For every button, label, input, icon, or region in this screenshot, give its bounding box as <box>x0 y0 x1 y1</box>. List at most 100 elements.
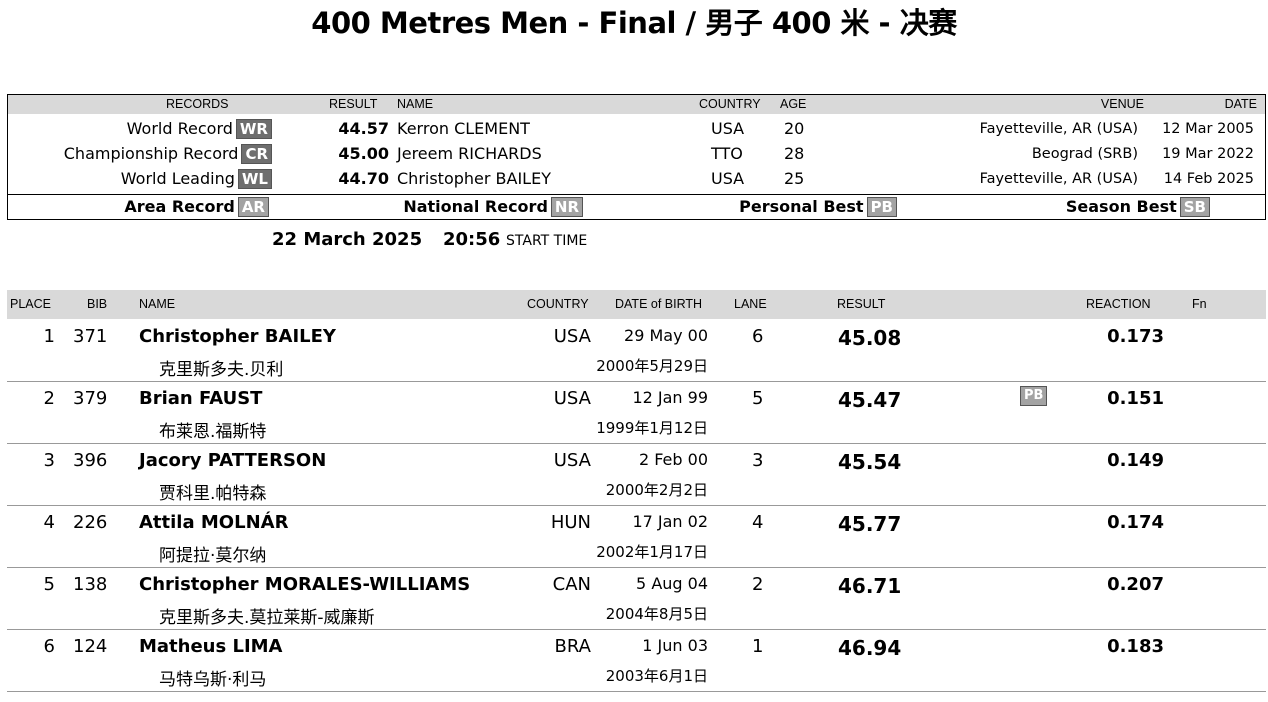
lane: 5 <box>752 388 764 409</box>
record-date: 12 Mar 2005 <box>1162 121 1254 137</box>
athlete-name: Brian FAUST <box>139 388 263 409</box>
header-name: NAME <box>139 297 176 311</box>
badge-nr: NR <box>550 197 583 217</box>
lane: 1 <box>752 636 764 657</box>
event-date: 22 March 2025 <box>272 229 423 250</box>
header-lane: LANE <box>734 297 767 311</box>
athlete-name: Attila MOLNÁR <box>139 512 289 533</box>
date-of-birth: 2 Feb 00 <box>638 450 708 469</box>
bib: 226 <box>73 512 108 533</box>
date-of-birth-cn: 1999年1月12日 <box>596 419 708 437</box>
place: 4 <box>43 512 55 533</box>
record-venue: Fayetteville, AR (USA) <box>979 121 1138 137</box>
date-of-birth-cn: 2003年6月1日 <box>605 667 708 685</box>
record-label-text: World Record <box>126 119 233 138</box>
place: 6 <box>43 636 55 657</box>
records-table: RECORDS RESULT NAME COUNTRY AGE VENUE DA… <box>7 94 1266 220</box>
badge-ar: AR <box>237 197 269 217</box>
bib: 138 <box>73 574 108 595</box>
athlete-name: Matheus LIMA <box>139 636 283 657</box>
date-of-birth-cn: 2002年1月17日 <box>596 543 708 561</box>
date-of-birth-cn: 2004年8月5日 <box>605 605 708 623</box>
result-row: 1 371 Christopher BAILEY 克里斯多夫.贝利 USA 29… <box>7 320 1266 382</box>
record-row: Championship Record CR 45.00 Jereem RICHA… <box>8 142 1265 167</box>
lane: 4 <box>752 512 764 533</box>
record-date: 14 Feb 2025 <box>1163 171 1254 187</box>
athlete-name: Jacory PATTERSON <box>139 450 327 471</box>
date-of-birth-cn: 2000年5月29日 <box>596 357 708 375</box>
reaction: 0.173 <box>1107 326 1164 347</box>
record-label: World Leading WL <box>121 169 272 189</box>
record-label-text: World Leading <box>120 169 235 188</box>
country: HUN <box>550 512 591 533</box>
header-fn: Fn <box>1192 297 1207 311</box>
header-records: RECORDS <box>166 97 229 111</box>
start-time-label: START TIME <box>506 233 588 249</box>
badge-sb: SB <box>1179 197 1210 217</box>
record-badge: WL <box>237 169 272 189</box>
country: USA <box>553 450 591 471</box>
record-country: TTO <box>711 144 743 163</box>
result: 45.08 <box>838 326 902 350</box>
reaction: 0.174 <box>1107 512 1164 533</box>
record-age: 25 <box>784 169 805 188</box>
result: 46.94 <box>838 636 902 660</box>
date-of-birth: 5 Aug 04 <box>636 574 708 593</box>
record-age: 28 <box>784 144 805 163</box>
lane: 6 <box>752 326 764 347</box>
record-venue: Fayetteville, AR (USA) <box>979 171 1138 187</box>
date-of-birth: 29 May 00 <box>624 326 708 345</box>
header-date: DATE <box>1224 97 1257 111</box>
result-row: 4 226 Attila MOLNÁR 阿提拉·莫尔纳 HUN 17 Jan 0… <box>7 506 1266 568</box>
record-country: USA <box>711 119 745 138</box>
result-row: 2 379 Brian FAUST 布莱恩.福斯特 USA 12 Jan 99 … <box>7 382 1266 444</box>
athlete-name-cn: 克里斯多夫.莫拉莱斯-威廉斯 <box>159 608 375 628</box>
record-label-text: Championship Record <box>63 144 239 163</box>
header-result: RESULT <box>837 297 886 311</box>
record-name: Christopher BAILEY <box>397 169 551 188</box>
lane: 3 <box>752 450 764 471</box>
reaction: 0.151 <box>1107 388 1164 409</box>
record-age: 20 <box>784 119 805 138</box>
result: 45.54 <box>838 450 902 474</box>
record-badge: WR <box>235 119 272 139</box>
reaction: 0.183 <box>1107 636 1164 657</box>
legend-national-record: National Record NR <box>403 197 583 217</box>
record-row: World Leading WL 44.70 Christopher BAILEY… <box>8 167 1265 192</box>
place: 3 <box>43 450 55 471</box>
record-label: World Record WR <box>127 119 272 139</box>
record-country: USA <box>711 169 745 188</box>
pb-badge: PB <box>1020 386 1048 406</box>
legend-label: Personal Best <box>739 197 864 216</box>
result: 46.71 <box>838 574 902 598</box>
result-row: 5 138 Christopher MORALES-WILLIAMS 克里斯多夫… <box>7 568 1266 630</box>
legend-season-best: Season Best SB <box>1066 197 1210 217</box>
records-legend: Area Record AR National Record NR Personal… <box>8 194 1265 220</box>
date-of-birth-cn: 2000年2月2日 <box>605 481 708 499</box>
reaction: 0.207 <box>1107 574 1164 595</box>
lane: 2 <box>752 574 764 595</box>
athlete-name-cn: 布莱恩.福斯特 <box>159 422 267 442</box>
header-dob: DATE of BIRTH <box>615 297 703 311</box>
header-bib: BIB <box>87 297 108 311</box>
athlete-name-cn: 马特乌斯·利马 <box>159 670 267 690</box>
results-header: PLACE BIB NAME COUNTRY DATE of BIRTH LAN… <box>7 290 1266 319</box>
athlete-name-cn: 克里斯多夫.贝利 <box>159 360 284 380</box>
athlete-name-cn: 阿提拉·莫尔纳 <box>159 546 267 566</box>
record-name: Jereem RICHARDS <box>397 144 542 163</box>
header-place: PLACE <box>10 297 51 311</box>
legend-label: Area Record <box>124 197 235 216</box>
header-age: AGE <box>780 97 807 111</box>
record-name: Kerron CLEMENT <box>397 119 530 138</box>
bib: 371 <box>73 326 108 347</box>
place: 2 <box>43 388 55 409</box>
header-venue: VENUE <box>1100 97 1144 111</box>
legend-label: Season Best <box>1065 197 1177 216</box>
country: USA <box>553 388 591 409</box>
record-result: 44.70 <box>338 169 389 188</box>
result-row: 6 124 Matheus LIMA 马特乌斯·利马 BRA 1 Jun 03 … <box>7 630 1266 692</box>
athlete-name: Christopher BAILEY <box>139 326 336 347</box>
record-row: World Record WR 44.57 Kerron CLEMENT USA … <box>8 117 1265 142</box>
place: 1 <box>43 326 55 347</box>
legend-label: National Record <box>403 197 548 216</box>
